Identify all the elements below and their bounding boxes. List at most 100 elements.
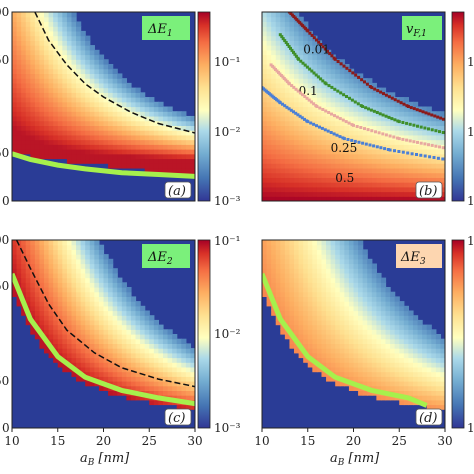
heatmap-cell xyxy=(130,305,137,312)
heatmap-cell xyxy=(262,167,268,174)
heatmap-cell xyxy=(80,130,86,136)
heatmap-cell xyxy=(307,310,313,316)
heatmap-cell xyxy=(57,101,63,108)
heatmap-cell xyxy=(412,315,419,321)
contour-dot xyxy=(294,87,298,91)
heatmap-cell xyxy=(394,172,400,178)
heatmap-cell xyxy=(121,343,127,349)
heatmap-cell xyxy=(307,63,313,70)
heatmap-cell xyxy=(21,291,27,297)
heatmap-cell xyxy=(394,319,400,326)
heatmap-cell xyxy=(48,254,54,260)
heatmap-cell xyxy=(85,329,91,335)
panel-a-ytick-3: 00 xyxy=(0,5,9,19)
heatmap-cell xyxy=(294,40,300,46)
heatmap-cell xyxy=(417,115,423,122)
heatmap-cell xyxy=(358,376,364,382)
heatmap-cell xyxy=(280,296,286,302)
heatmap-cell xyxy=(190,362,195,368)
heatmap-cell xyxy=(307,101,313,108)
contour-dot xyxy=(324,82,328,86)
heatmap-cell xyxy=(167,106,173,112)
contour-dot xyxy=(397,120,401,124)
heatmap-cell xyxy=(25,26,31,32)
heatmap-cell xyxy=(367,177,373,183)
heatmap-cell xyxy=(30,277,36,283)
heatmap-cell xyxy=(307,111,313,117)
heatmap-cell xyxy=(48,40,54,46)
heatmap-cell xyxy=(294,163,300,169)
heatmap-cell xyxy=(117,352,123,359)
heatmap-cell xyxy=(280,82,286,89)
heatmap-cell xyxy=(326,319,332,326)
heatmap-cell xyxy=(176,153,182,160)
heatmap-cell xyxy=(117,357,123,363)
heatmap-cell xyxy=(380,315,387,321)
heatmap-cell xyxy=(53,338,59,344)
heatmap-cell xyxy=(12,21,18,27)
heatmap-cell xyxy=(25,319,31,326)
heatmap-cell xyxy=(190,115,195,122)
heatmap-cell xyxy=(172,366,178,373)
heatmap-cell xyxy=(362,258,368,265)
heatmap-cell xyxy=(117,149,123,155)
heatmap-cell xyxy=(348,319,355,326)
heatmap-cell xyxy=(190,366,195,373)
heatmap-cell xyxy=(144,115,150,122)
heatmap-cell xyxy=(39,78,45,84)
heatmap-cell xyxy=(103,139,109,145)
heatmap-cell xyxy=(330,310,336,316)
heatmap-cell xyxy=(417,172,423,178)
heatmap-cell xyxy=(431,163,437,169)
heatmap-cell xyxy=(403,305,409,312)
heatmap-cell xyxy=(271,172,277,178)
heatmap-cell xyxy=(103,334,109,340)
heatmap-cell xyxy=(98,291,105,297)
panel-d-cbtick-1: 1 xyxy=(467,421,474,435)
heatmap-cell xyxy=(367,158,373,164)
heatmap-cell xyxy=(298,272,304,279)
contour-dot xyxy=(384,133,388,137)
heatmap-cell xyxy=(103,149,109,155)
contour-dot xyxy=(434,144,438,148)
heatmap-cell xyxy=(426,338,432,344)
heatmap-cell xyxy=(326,139,332,145)
heatmap-cell xyxy=(298,282,304,288)
heatmap-cell xyxy=(266,158,272,164)
contour-dot xyxy=(373,87,377,91)
heatmap-cell xyxy=(117,158,123,164)
heatmap-cell xyxy=(108,334,114,340)
heatmap-cell xyxy=(89,263,95,269)
heatmap-cell xyxy=(271,40,277,46)
heatmap-cell xyxy=(284,59,291,65)
contour-dot xyxy=(419,125,423,129)
heatmap-cell xyxy=(280,134,286,141)
heatmap-cell xyxy=(367,338,373,344)
heatmap-cell xyxy=(303,35,309,41)
heatmap-cell xyxy=(316,163,323,169)
heatmap-cell xyxy=(167,115,173,122)
heatmap-cell xyxy=(394,343,400,349)
heatmap-cell xyxy=(149,111,155,117)
heatmap-cell xyxy=(44,63,50,70)
contour-dot xyxy=(338,117,342,121)
heatmap-cell xyxy=(98,59,105,65)
heatmap-cell xyxy=(385,371,391,377)
heatmap-cell xyxy=(312,125,318,131)
heatmap-cell xyxy=(112,296,118,302)
heatmap-cell xyxy=(12,291,18,297)
heatmap-cell xyxy=(112,87,118,93)
heatmap-cell xyxy=(394,191,400,197)
heatmap-cell xyxy=(57,125,63,131)
heatmap-cell xyxy=(326,167,332,174)
heatmap-cell xyxy=(358,296,364,302)
heatmap-cell xyxy=(85,357,91,363)
heatmap-cell xyxy=(162,111,169,117)
heatmap-cell xyxy=(380,324,387,330)
heatmap-cell xyxy=(271,21,277,27)
heatmap-cell xyxy=(112,92,118,98)
heatmap-cell xyxy=(94,348,100,354)
heatmap-cell xyxy=(12,16,18,23)
heatmap-cell xyxy=(422,376,428,382)
contour-dot xyxy=(316,75,320,79)
